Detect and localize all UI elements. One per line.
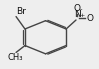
Text: CH₃: CH₃ — [8, 53, 23, 62]
Text: N: N — [74, 10, 80, 19]
Text: -: - — [80, 6, 82, 12]
Text: Br: Br — [17, 7, 26, 16]
Text: +: + — [80, 13, 85, 18]
Text: O: O — [73, 4, 80, 13]
Text: O: O — [87, 14, 94, 23]
